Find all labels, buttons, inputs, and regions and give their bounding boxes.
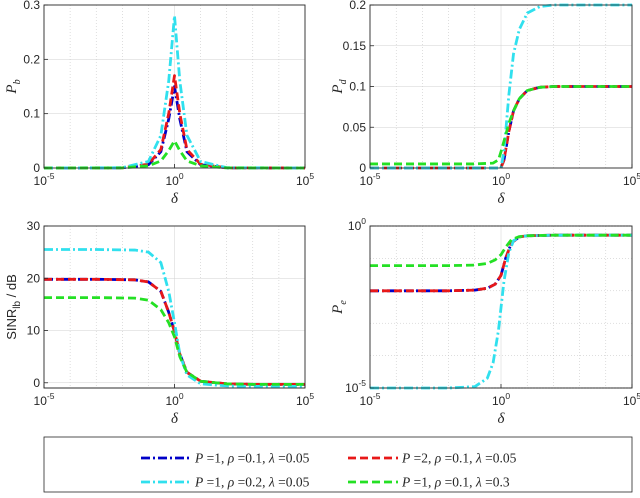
tick-label-x: 105 bbox=[623, 391, 640, 408]
tick-label-y: 0 bbox=[33, 161, 40, 175]
tick-label-x: 105 bbox=[623, 171, 640, 188]
tick-label-x: 10-5 bbox=[360, 391, 381, 408]
tick-label-x: 100 bbox=[165, 391, 183, 408]
y-axis-label: Pe bbox=[330, 300, 349, 315]
tick-label-y: 30 bbox=[27, 219, 41, 233]
tick-label-x: 100 bbox=[492, 171, 510, 188]
legend-entry-1: P =1, ρ =0.1, λ =0.05 bbox=[141, 451, 310, 466]
series-line-1 bbox=[370, 233, 632, 293]
legend-entry-2: P =2, ρ =0.1, λ =0.05 bbox=[348, 451, 517, 466]
tick-label-y: 10-5 bbox=[345, 378, 366, 395]
tick-label-y: 0.2 bbox=[23, 52, 40, 66]
series-line-4 bbox=[44, 296, 305, 386]
series-line-4 bbox=[370, 85, 632, 166]
x-axis-label: δ bbox=[171, 191, 179, 207]
tick-label-x: 10-5 bbox=[34, 391, 55, 408]
tick-label-y: 0 bbox=[359, 161, 366, 175]
tick-label-y: 0 bbox=[33, 376, 40, 390]
tick-label-y: 0.2 bbox=[349, 0, 366, 12]
series-line-3 bbox=[44, 248, 305, 388]
tick-label-y: 20 bbox=[27, 271, 41, 285]
chart-panel-bottom-right: 10-5 100 105 10-5 100 δ Pe bbox=[330, 216, 640, 427]
tick-label-y: 100 bbox=[348, 216, 366, 233]
legend-entry-4: P =1, ρ =0.1, λ =0.3 bbox=[348, 475, 510, 490]
tick-label-x: 100 bbox=[492, 391, 510, 408]
y-axis-label: Pb bbox=[4, 79, 23, 94]
series-line-4 bbox=[370, 233, 632, 267]
series-line-2 bbox=[43, 74, 306, 170]
legend-entry-3: P =1, ρ =0.2, λ =0.05 bbox=[141, 475, 310, 490]
legend-label: P =2, ρ =0.1, λ =0.05 bbox=[401, 451, 517, 466]
tick-label-y: 0.05 bbox=[343, 120, 367, 134]
series-line-1 bbox=[43, 85, 306, 170]
legend: P =1, ρ =0.1, λ =0.05 P =2, ρ =0.1, λ =0.… bbox=[43, 436, 633, 493]
chart-panel-top-right: 10-5 100 105 0 0.05 0.1 0.15 0.2 δ Pd bbox=[330, 0, 640, 207]
x-axis-label: δ bbox=[171, 411, 179, 427]
legend-label: P =1, ρ =0.2, λ =0.05 bbox=[194, 475, 310, 490]
tick-label-y: 0.1 bbox=[349, 80, 366, 94]
tick-label-x: 105 bbox=[296, 171, 314, 188]
tick-label-x: 105 bbox=[296, 391, 314, 408]
legend-label: P =1, ρ =0.1, λ =0.05 bbox=[194, 451, 310, 466]
tick-label-y: 0.3 bbox=[23, 0, 40, 12]
y-axis-label: Pd bbox=[330, 78, 349, 94]
chart-panel-bottom-left: 10-5 100 105 0 10 20 30 δ SINRlb / dB bbox=[4, 219, 314, 427]
y-axis-label: SINRlb / dB bbox=[4, 274, 23, 340]
tick-label-y: 0.15 bbox=[343, 39, 367, 53]
tick-label-x: 100 bbox=[165, 171, 183, 188]
series-line-3 bbox=[43, 14, 306, 170]
tick-label-y: 10 bbox=[27, 324, 41, 338]
legend-label: P =1, ρ =0.1, λ =0.3 bbox=[401, 475, 510, 490]
tick-label-y: 0.1 bbox=[23, 107, 40, 121]
tick-label-x: 10-5 bbox=[360, 171, 381, 188]
legend-box bbox=[43, 436, 633, 493]
tick-label-x: 10-5 bbox=[34, 171, 55, 188]
x-axis-label: δ bbox=[498, 411, 506, 427]
x-axis-label: δ bbox=[498, 191, 506, 207]
chart-panel-top-left: 10-5 100 105 0 0.1 0.2 0.3 δ Pb bbox=[4, 0, 314, 207]
series-line-3 bbox=[370, 3, 632, 170]
